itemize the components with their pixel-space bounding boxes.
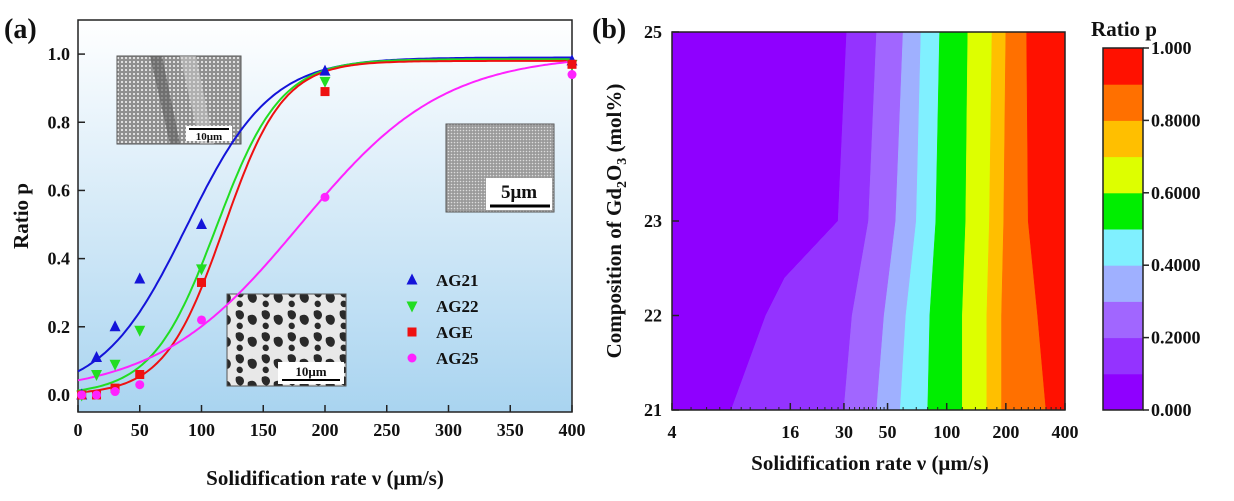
data-point-ag25 [567,70,577,80]
x-tick-label: 4 [668,422,677,442]
data-points [76,54,578,402]
y-tick-label: 0.6 [48,180,71,200]
x-tick-label: 400 [1052,422,1079,442]
y-tick-label: 0.2 [48,317,71,337]
x-axis-label-b: Solidification rate ν (μm/s) [751,451,989,475]
colorbar-tick-label: 0.4000 [1151,255,1201,275]
x-tick-label: 150 [250,420,277,440]
panel-b-label: (b) [592,14,626,45]
x-tick-label: 400 [559,420,586,440]
data-point-ag25 [197,315,206,325]
data-point-ag25 [110,387,120,397]
data-point-ag25 [92,390,102,400]
y-tick-label: 1.0 [48,44,71,64]
data-point-ag25 [135,380,145,390]
data-point-ag22 [109,359,121,371]
data-point-ag25 [77,390,87,400]
y-tick-label: 0.4 [48,249,71,269]
x-tick-label: 16 [781,422,799,442]
legend-marker-age [407,327,417,337]
data-point-ag21 [134,272,146,284]
y-tick-label: 23 [644,211,662,231]
x-tick-label: 0 [74,420,83,440]
y-tick-label: 25 [644,22,662,42]
data-point-ag22 [196,264,207,276]
legend-a: AG21 AG22 AGE AG25 [406,271,479,368]
x-tick-label: 100 [188,420,215,440]
colorbar-segment [1103,192,1143,230]
data-point-ag25 [320,192,330,202]
legend-label-age: AGE [436,323,473,342]
data-point-ag21 [196,218,207,230]
data-point-ag22 [319,76,331,88]
x-tick-label: 100 [933,422,960,442]
colorbar-tick-label: 0.8000 [1151,110,1201,130]
legend-label-ag21: AG21 [436,271,479,290]
x-tick-label: 50 [879,422,897,442]
y-tick-label: 21 [644,400,662,420]
colorbar-segment [1103,301,1143,339]
legend-marker-ag22 [406,301,418,313]
data-point-age [567,59,577,69]
data-point-age [320,87,330,97]
sem-inset-top-left: 10μm [116,55,242,145]
axis-a-ticks: 0 50 100 150 200 250 300 350 400 0.0 0.2 0.4 0.6 0.8 1… [48,44,586,440]
axis-b-ticks: 4 16 30 50 100 200 400 21 22 23 25 [644,22,1079,442]
y-axis-label-b: Composition of Gd2O3 (mol%) [602,84,630,359]
colorbar-tick-label: 0.2000 [1151,328,1201,348]
colorbar-segment [1103,156,1143,194]
sem-inset-bottom: 10μm [226,293,347,387]
contour-fill [671,31,1066,411]
y-tick-label: 0.0 [48,385,71,405]
x-tick-label: 200 [312,420,339,440]
x-tick-label: 350 [497,420,524,440]
x-tick-label: 50 [131,420,149,440]
colorbar-title: Ratio p [1091,17,1157,41]
data-point-ag21 [319,64,331,76]
y-tick-label: 22 [644,306,662,326]
inset-scale-label-1: 10μm [196,131,222,143]
panel-a: (a) 0 50 100 150 200 250 300 350 400 0.0 0.2 0.4 0.6… [4,14,586,490]
data-point-ag22 [134,325,146,337]
colorbar-segment [1103,337,1143,375]
legend-marker-ag21 [406,273,418,285]
panel-b: (b) 4 16 30 50 100 200 400 21 22 23 25 Solidificat… [592,14,1201,475]
data-point-age [135,370,145,380]
data-point-ag21 [109,320,121,332]
legend-marker-ag25 [407,353,417,363]
sem-inset-right: 5μm [445,123,555,213]
colorbar-segment [1103,48,1143,85]
colorbar-frame [1102,47,1144,411]
colorbar-tick-label: 1.000 [1151,38,1192,58]
x-axis-label-a: Solidification rate ν (μm/s) [206,466,444,490]
inset-scale-label-2: 5μm [501,182,537,203]
colorbar-tick-label: 0.000 [1151,400,1192,420]
x-tick-label: 300 [435,420,462,440]
colorbar-segment [1103,373,1143,411]
colorbar-segment [1103,120,1143,158]
legend-label-ag25: AG25 [436,349,479,368]
panel-a-label: (a) [4,14,37,45]
x-tick-label: 200 [992,422,1019,442]
colorbar-segment [1103,229,1143,266]
y-axis-label-a: Ratio p [9,183,33,249]
data-point-ag21 [91,350,103,362]
y-tick-label: 0.8 [48,112,71,132]
x-tick-label: 250 [373,420,400,440]
colorbar-segment [1103,84,1143,121]
legend-label-ag22: AG22 [436,297,479,316]
colorbar: 0.000 0.2000 0.4000 0.6000 0.8000 1.000 [1102,38,1201,420]
data-point-ag22 [91,370,103,382]
data-point-age [197,277,206,287]
inset-scale-label-3: 10μm [295,364,326,379]
colorbar-tick-label: 0.6000 [1151,183,1201,203]
colorbar-segment [1103,265,1143,302]
x-tick-label: 30 [835,422,853,442]
